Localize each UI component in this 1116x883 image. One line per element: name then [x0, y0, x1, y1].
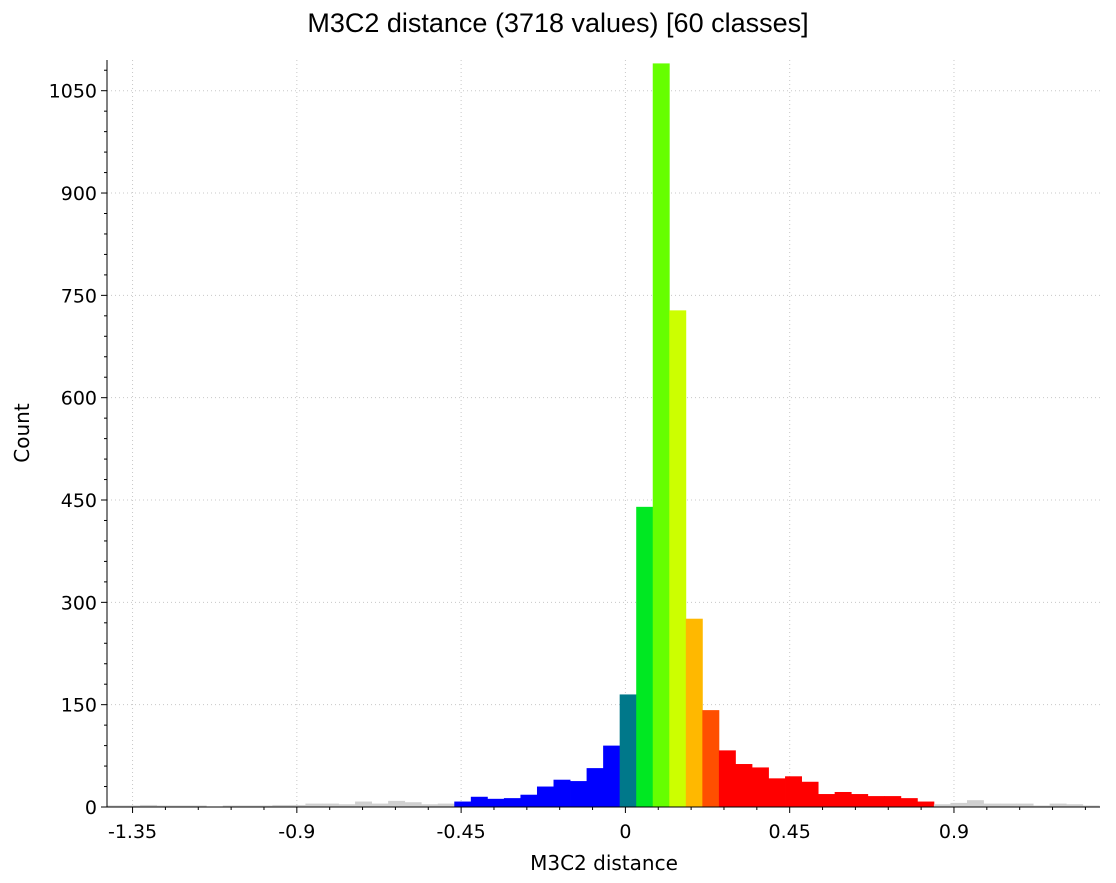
histogram-bar — [751, 767, 769, 807]
histogram-bar — [189, 805, 207, 807]
histogram-bar — [437, 803, 455, 807]
histogram-bar — [1082, 805, 1100, 807]
histogram-bar — [586, 768, 604, 807]
histogram-bar — [123, 805, 141, 807]
histogram-bar — [272, 804, 290, 807]
histogram-bar — [570, 781, 587, 807]
histogram-bar — [735, 764, 753, 807]
histogram-bar — [454, 801, 472, 807]
x-tick-label: 0 — [619, 821, 631, 843]
histogram-bar — [818, 794, 836, 807]
histogram-bar — [950, 802, 968, 807]
histogram-bar — [785, 776, 802, 807]
y-tick-label: 150 — [61, 695, 97, 717]
histogram-bar — [107, 805, 124, 807]
histogram-bar — [404, 802, 422, 807]
histogram-bar — [536, 786, 554, 807]
histogram-bar — [834, 791, 852, 807]
x-tick-label: -0.45 — [437, 821, 486, 843]
histogram-bar — [487, 798, 505, 807]
y-tick-label: 750 — [61, 285, 97, 307]
histogram-bar — [900, 798, 918, 807]
histogram-bar — [421, 804, 439, 807]
histogram-bar — [1016, 803, 1034, 807]
histogram-bar — [288, 804, 306, 807]
histogram-bar — [718, 750, 736, 807]
histogram-bar — [470, 796, 488, 807]
histogram-bar — [1049, 803, 1067, 807]
histogram-bar — [966, 800, 984, 807]
y-tick-label: 600 — [61, 388, 97, 410]
histogram-bar — [801, 781, 819, 807]
histogram-bar — [156, 805, 174, 807]
histogram-bar — [1066, 804, 1084, 807]
x-axis-title: M3C2 distance — [530, 851, 678, 875]
histogram-bar — [255, 805, 273, 807]
histogram-bar — [884, 796, 902, 807]
histogram-bar — [321, 803, 339, 807]
x-tick-label: 0.45 — [769, 821, 811, 843]
histogram-bar — [355, 801, 373, 807]
chart-title: M3C2 distance (3718 values) [60 classes] — [307, 8, 809, 38]
histogram-bar — [983, 803, 1001, 807]
histogram-bar — [388, 800, 406, 807]
y-axis-title: Count — [10, 403, 34, 463]
histogram-bar — [173, 805, 191, 807]
bars-layer — [107, 63, 1100, 808]
histogram-bar — [222, 805, 240, 807]
histogram-bar — [520, 794, 538, 807]
histogram-bar — [553, 779, 571, 807]
histogram-bar — [669, 310, 687, 807]
histogram-bar — [1033, 805, 1051, 807]
histogram-bar — [619, 694, 637, 807]
histogram-bar — [685, 618, 703, 807]
histogram-bar — [338, 804, 356, 807]
histogram-bar — [702, 710, 720, 807]
y-tick-label: 900 — [61, 183, 97, 205]
axes-layer: 0 150 300 450 600 750 900 1050 -1.35 -0.9 -0.45 0 0.… — [49, 60, 1100, 843]
histogram-bar — [371, 803, 389, 807]
histogram-bar — [1000, 803, 1017, 807]
histogram-bar — [305, 803, 323, 807]
x-tick-label: -1.35 — [108, 821, 157, 843]
y-tick-label: 1050 — [49, 81, 97, 103]
histogram-bar — [636, 506, 654, 807]
y-tick-label: 0 — [85, 797, 97, 819]
histogram-bar — [933, 804, 951, 807]
y-tick-label: 450 — [61, 490, 97, 512]
grid-layer — [107, 60, 1100, 807]
histogram-bar — [140, 804, 158, 807]
x-tick-label: -0.9 — [278, 821, 315, 843]
histogram-bar — [768, 778, 786, 807]
histogram-bar — [867, 796, 885, 807]
histogram-bar — [652, 63, 670, 808]
x-tick-label: 0.9 — [939, 821, 969, 843]
histogram-bar — [239, 805, 257, 807]
histogram-bar — [917, 801, 935, 807]
y-tick-label: 300 — [61, 592, 97, 614]
histogram-bar — [503, 798, 521, 807]
histogram-bar — [603, 745, 621, 807]
histogram-bar — [851, 794, 869, 807]
